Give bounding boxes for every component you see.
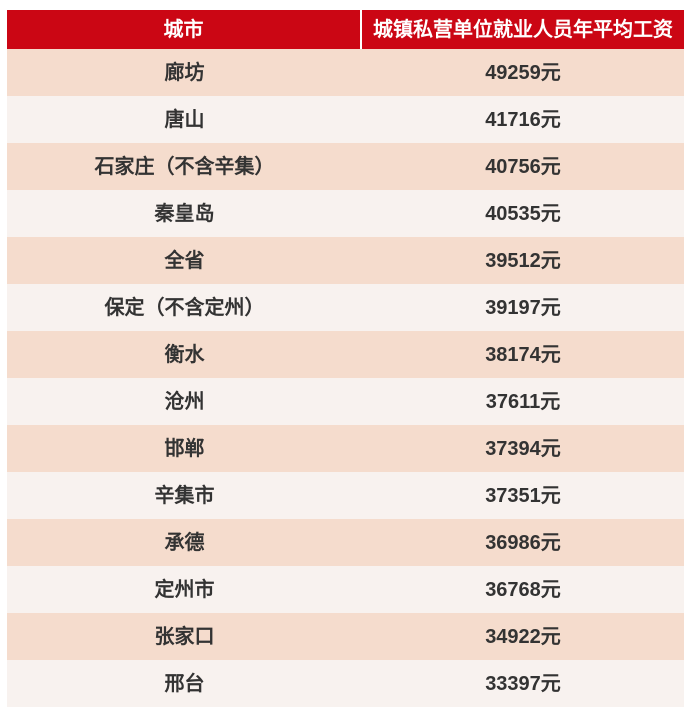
salary-table: 城市 城镇私营单位就业人员年平均工资 廊坊 49259元 唐山 41716元 石…	[7, 10, 684, 707]
salary-cell: 49259元	[485, 61, 561, 84]
city-cell: 衡水	[164, 343, 205, 366]
table-row: 沧州 37611元	[7, 378, 684, 425]
city-cell: 廊坊	[164, 61, 205, 84]
city-cell: 沧州	[164, 390, 205, 413]
header-cell-salary: 城镇私营单位就业人员年平均工资	[373, 18, 673, 41]
table-row: 全省 39512元	[7, 237, 684, 284]
city-cell: 保定（不含定州）	[104, 296, 265, 319]
salary-cell: 36986元	[485, 531, 561, 554]
city-cell: 秦皇岛	[154, 202, 215, 225]
city-cell: 邯郸	[164, 437, 205, 460]
salary-cell: 38174元	[485, 343, 561, 366]
city-cell: 定州市	[154, 578, 215, 601]
city-cell: 石家庄（不含辛集）	[94, 155, 275, 178]
salary-cell: 41716元	[485, 108, 561, 131]
city-cell: 邢台	[164, 672, 205, 695]
table-row: 秦皇岛 40535元	[7, 190, 684, 237]
table-row: 辛集市 37351元	[7, 472, 684, 519]
city-cell: 张家口	[154, 625, 215, 648]
salary-cell: 33397元	[485, 672, 561, 695]
salary-cell: 36768元	[485, 578, 561, 601]
table-row: 邢台 33397元	[7, 660, 684, 707]
city-cell: 承德	[164, 531, 205, 554]
table-body: 廊坊 49259元 唐山 41716元 石家庄（不含辛集） 40756元 秦皇岛…	[7, 49, 684, 707]
table-row: 保定（不含定州） 39197元	[7, 284, 684, 331]
table-row: 承德 36986元	[7, 519, 684, 566]
table-row: 定州市 36768元	[7, 566, 684, 613]
salary-cell: 40535元	[485, 202, 561, 225]
city-cell: 辛集市	[154, 484, 215, 507]
header-column-divider	[360, 10, 362, 49]
salary-cell: 34922元	[485, 625, 561, 648]
salary-cell: 40756元	[485, 155, 561, 178]
table-row: 邯郸 37394元	[7, 425, 684, 472]
table-header-row: 城市 城镇私营单位就业人员年平均工资	[7, 10, 684, 49]
table-row: 衡水 38174元	[7, 331, 684, 378]
city-cell: 全省	[164, 249, 205, 272]
salary-cell: 37611元	[485, 390, 561, 413]
table-row: 廊坊 49259元	[7, 49, 684, 96]
table-row: 唐山 41716元	[7, 96, 684, 143]
table-row: 石家庄（不含辛集） 40756元	[7, 143, 684, 190]
header-cell-city: 城市	[163, 18, 204, 41]
salary-cell: 37394元	[485, 437, 561, 460]
salary-cell: 39197元	[485, 296, 561, 319]
city-cell: 唐山	[164, 108, 205, 131]
salary-cell: 37351元	[485, 484, 561, 507]
table-row: 张家口 34922元	[7, 613, 684, 660]
salary-cell: 39512元	[485, 249, 561, 272]
